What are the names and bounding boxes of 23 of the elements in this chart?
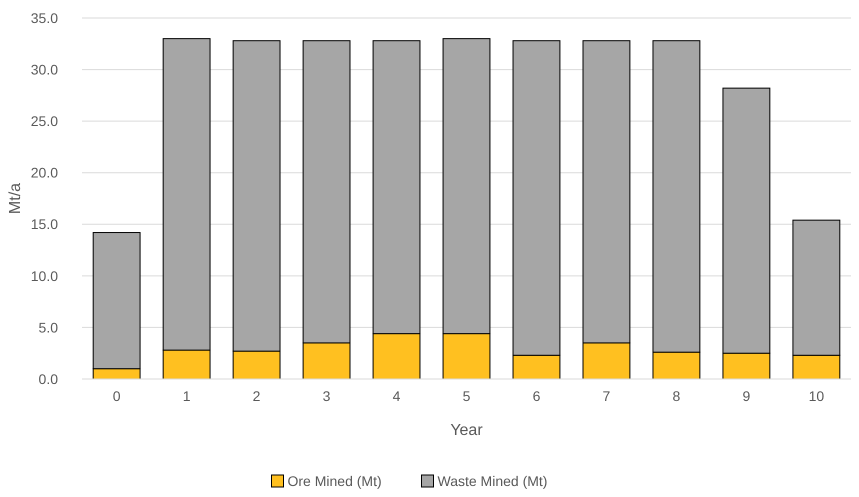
y-tick-label: 35.0 [30,10,58,26]
x-tick-label: 7 [602,388,611,404]
y-tick-label: 10.0 [30,268,58,284]
x-tick-label: 10 [808,388,824,404]
x-tick-label: 1 [182,388,191,404]
x-tick-label: 2 [252,388,261,404]
x-tick-label: 9 [742,388,750,404]
x-tick-label: 5 [462,388,471,404]
x-tick-label: 4 [392,388,401,404]
y-tick-label: 20.0 [30,164,58,181]
legend-label: Waste Mined (Mt) [438,473,548,489]
x-tick-label: 8 [672,388,681,404]
y-tick-label: 30.0 [30,61,58,78]
y-tick-label: 25.0 [30,113,58,130]
x-tick-label: 0 [112,388,121,404]
y-tick-label: 15.0 [30,216,58,232]
x-tick-label: 6 [532,388,541,404]
legend-label: Ore Mined (Mt) [288,473,382,489]
x-tick-label: 3 [322,388,331,404]
x-axis-title: Year [450,422,484,439]
y-tick-label: 0.0 [38,370,58,387]
y-tick-label: 5.0 [38,319,58,336]
y-axis-title: Mt/a [7,182,24,214]
